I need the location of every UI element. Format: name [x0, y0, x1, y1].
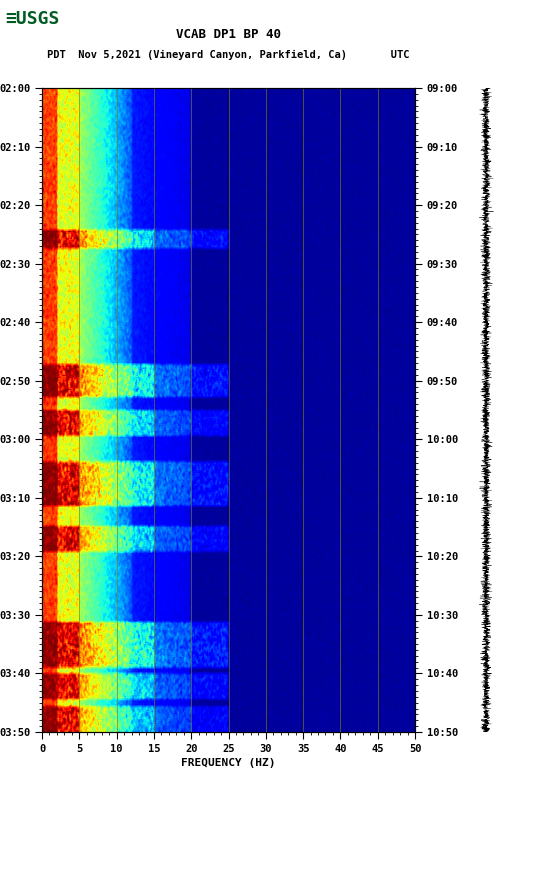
Text: ≡USGS: ≡USGS: [5, 10, 60, 28]
Text: VCAB DP1 BP 40: VCAB DP1 BP 40: [176, 29, 281, 41]
Text: PDT  Nov 5,2021 (Vineyard Canyon, Parkfield, Ca)       UTC: PDT Nov 5,2021 (Vineyard Canyon, Parkfie…: [47, 50, 410, 60]
X-axis label: FREQUENCY (HZ): FREQUENCY (HZ): [181, 758, 276, 768]
